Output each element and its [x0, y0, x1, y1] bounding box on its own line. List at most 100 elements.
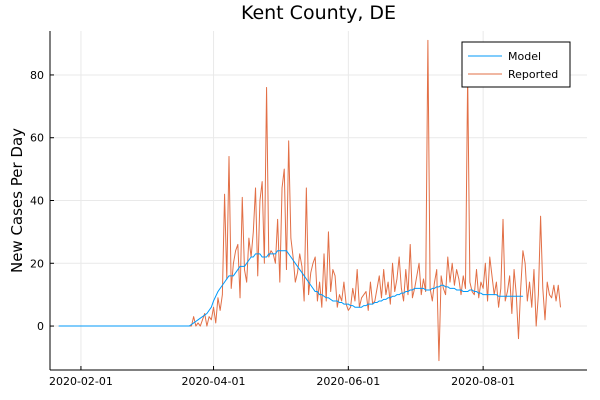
data-point	[542, 288, 544, 289]
data-point	[272, 253, 274, 255]
data-point	[403, 300, 404, 302]
data-point	[310, 272, 312, 273]
data-point	[69, 325, 71, 327]
data-point	[162, 325, 163, 327]
data-point	[195, 325, 197, 327]
y-tick-label: 80	[30, 69, 44, 82]
data-point	[447, 286, 449, 288]
data-point	[308, 281, 309, 283]
data-point	[91, 325, 93, 327]
data-point	[462, 291, 464, 292]
data-point	[279, 250, 281, 252]
data-point	[403, 292, 404, 294]
data-point	[74, 325, 75, 327]
data-point	[480, 281, 482, 283]
data-point	[557, 284, 559, 286]
data-point	[191, 324, 192, 325]
data-point	[462, 275, 464, 277]
data-point	[317, 291, 318, 292]
data-point	[140, 325, 141, 327]
data-point	[146, 325, 148, 327]
data-point	[348, 310, 349, 311]
data-point	[502, 295, 504, 297]
data-point	[487, 300, 488, 302]
data-point	[440, 275, 442, 277]
data-point	[363, 294, 365, 295]
data-point	[341, 300, 343, 302]
data-point	[157, 325, 159, 327]
data-point	[264, 262, 265, 264]
data-point	[230, 288, 232, 289]
data-point	[465, 291, 466, 292]
data-point	[80, 325, 82, 327]
data-point	[184, 325, 186, 327]
data-point	[412, 289, 413, 291]
data-point	[511, 295, 513, 297]
data-point	[65, 325, 66, 327]
data-point	[336, 306, 338, 308]
data-point	[423, 288, 424, 289]
data-point	[215, 322, 217, 324]
data-point	[500, 288, 502, 289]
data-point	[241, 266, 243, 267]
data-point	[533, 269, 535, 270]
data-point	[376, 302, 378, 303]
data-point	[116, 325, 117, 327]
data-point	[529, 281, 530, 283]
data-point	[193, 322, 194, 324]
data-point	[204, 314, 205, 316]
data-point	[306, 187, 307, 189]
data-point	[387, 281, 389, 283]
data-point	[186, 325, 188, 327]
data-point	[102, 325, 104, 327]
data-point	[334, 275, 336, 277]
data-point	[507, 291, 508, 292]
data-point	[560, 306, 561, 308]
data-point	[336, 300, 338, 302]
data-point	[213, 306, 214, 308]
data-point	[248, 237, 250, 239]
data-point	[182, 325, 183, 327]
data-point	[504, 300, 506, 302]
data-point	[454, 288, 455, 289]
data-point	[299, 269, 301, 270]
data-point	[261, 256, 263, 258]
data-point	[328, 231, 329, 233]
data-point	[325, 297, 327, 299]
data-point	[127, 325, 128, 327]
data-point	[378, 275, 380, 277]
data-point	[478, 297, 480, 299]
data-point	[71, 325, 73, 327]
data-point	[199, 325, 201, 327]
data-point	[416, 288, 418, 289]
data-point	[527, 300, 528, 302]
data-point	[476, 291, 477, 292]
data-point	[275, 253, 276, 255]
data-point	[427, 289, 429, 291]
data-point	[279, 281, 281, 283]
data-point	[343, 281, 345, 283]
data-point	[502, 219, 504, 220]
data-point	[295, 281, 296, 283]
data-point	[301, 272, 303, 273]
data-point	[76, 325, 77, 327]
data-point	[275, 262, 276, 264]
data-point	[244, 269, 245, 270]
data-point	[370, 281, 371, 283]
data-point	[281, 250, 283, 252]
data-point	[219, 288, 221, 289]
data-point	[509, 295, 510, 297]
data-point	[469, 289, 471, 291]
data-point	[226, 278, 228, 280]
data-point	[325, 300, 327, 302]
data-point	[418, 288, 420, 289]
data-point	[224, 193, 225, 195]
data-point	[518, 295, 519, 297]
data-point	[270, 250, 272, 252]
data-point	[418, 262, 420, 264]
x-tick-label: 2020-02-01	[49, 375, 113, 388]
data-point	[297, 272, 298, 273]
data-point	[520, 295, 521, 297]
data-point	[392, 295, 393, 297]
data-point	[427, 40, 429, 41]
